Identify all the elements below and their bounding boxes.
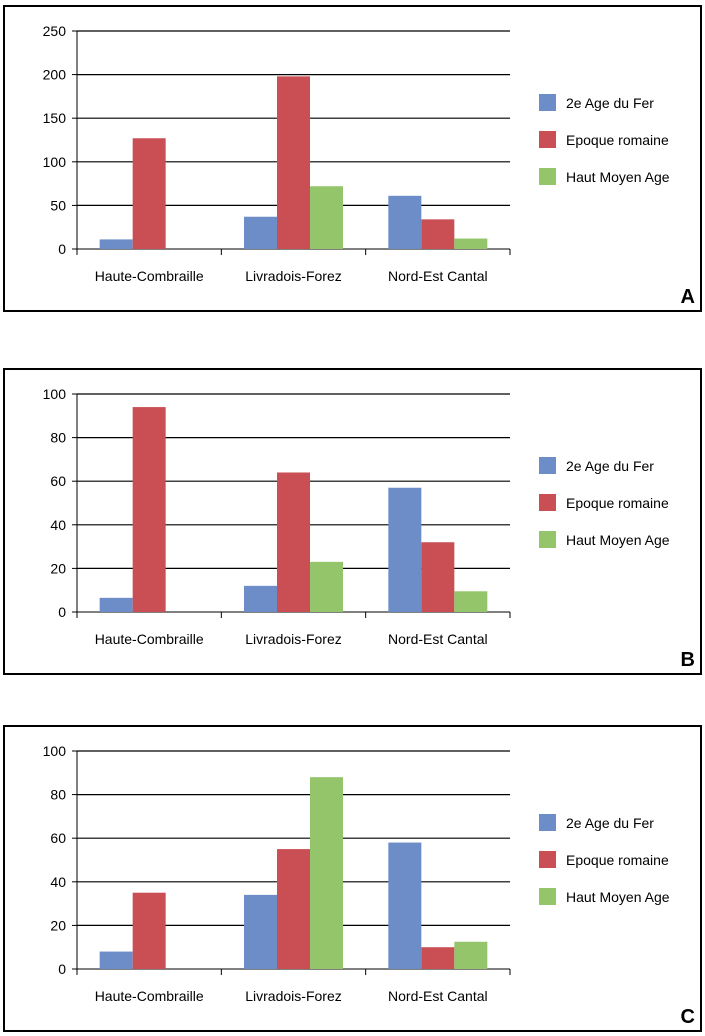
y-tick-label: 250 bbox=[43, 23, 67, 39]
chart-panel-b: 0 20 40 60 80 100 Haute-Combraille Livradois-Fo… bbox=[3, 368, 702, 675]
legend-swatch bbox=[539, 457, 556, 474]
bar bbox=[310, 777, 343, 969]
x-category-label: Livradois-Forez bbox=[245, 268, 341, 284]
legend-label: Epoque romaine bbox=[566, 132, 669, 148]
legend-label: Haut Moyen Age bbox=[566, 532, 670, 548]
y-tick-label: 0 bbox=[58, 604, 66, 620]
bar bbox=[277, 76, 310, 250]
legend-swatch bbox=[539, 168, 556, 185]
legend-label: Haut Moyen Age bbox=[566, 169, 670, 185]
legend-swatch bbox=[539, 814, 556, 831]
y-tick-label: 100 bbox=[43, 743, 67, 759]
x-category-label: Livradois-Forez bbox=[245, 988, 341, 1004]
bar bbox=[99, 951, 133, 969]
y-tick-label: 20 bbox=[50, 560, 66, 576]
chart-svg-c: 0 20 40 60 80 100 Haute-Combraille Livradois-Fo… bbox=[43, 743, 670, 1004]
y-tick-label: 0 bbox=[58, 961, 66, 977]
chart-svg-a: 0 50 100 150 200 250 Haute-Combraille Livradois… bbox=[43, 23, 670, 284]
bar bbox=[421, 542, 455, 612]
panel-label-a: A bbox=[680, 286, 695, 308]
x-category-label: Livradois-Forez bbox=[245, 631, 341, 647]
bar bbox=[421, 947, 455, 969]
bar bbox=[454, 941, 488, 969]
legend-label: 2e Age du Fer bbox=[566, 95, 654, 111]
legend-swatch bbox=[539, 494, 556, 511]
legend-swatch bbox=[539, 131, 556, 148]
chart-panel-c: 0 20 40 60 80 100 Haute-Combraille Livradois-Fo… bbox=[3, 725, 702, 1032]
bar bbox=[244, 894, 277, 969]
bar bbox=[421, 219, 455, 249]
legend-label: Epoque romaine bbox=[566, 495, 669, 511]
panel-label-c: C bbox=[680, 1006, 695, 1028]
bar bbox=[277, 472, 310, 612]
y-tick-label: 200 bbox=[43, 67, 67, 83]
x-category-label: Nord-Est Cantal bbox=[388, 631, 488, 647]
bar bbox=[132, 407, 166, 612]
y-tick-label: 40 bbox=[50, 517, 66, 533]
x-category-label: Haute-Combraille bbox=[95, 631, 204, 647]
y-tick-label: 80 bbox=[50, 430, 66, 446]
bar bbox=[99, 239, 133, 249]
y-tick-label: 80 bbox=[50, 787, 66, 803]
x-category-label: Haute-Combraille bbox=[95, 988, 204, 1004]
chart-panel-a: 0 50 100 150 200 250 Haute-Combraille Livradois… bbox=[3, 5, 702, 312]
legend-swatch bbox=[539, 531, 556, 548]
legend-swatch bbox=[539, 851, 556, 868]
y-tick-label: 50 bbox=[50, 197, 66, 213]
y-tick-label: 20 bbox=[50, 917, 66, 933]
y-tick-label: 40 bbox=[50, 874, 66, 890]
x-category-label: Nord-Est Cantal bbox=[388, 988, 488, 1004]
bar bbox=[244, 585, 277, 612]
bar bbox=[454, 591, 488, 612]
y-tick-label: 100 bbox=[43, 154, 67, 170]
y-tick-label: 0 bbox=[58, 241, 66, 257]
bar bbox=[454, 238, 488, 249]
chart-svg-b: 0 20 40 60 80 100 Haute-Combraille Livradois-Fo… bbox=[43, 386, 670, 647]
bar bbox=[99, 597, 133, 612]
y-tick-label: 100 bbox=[43, 386, 67, 402]
legend-label: 2e Age du Fer bbox=[566, 458, 654, 474]
x-category-label: Nord-Est Cantal bbox=[388, 268, 488, 284]
legend-swatch bbox=[539, 94, 556, 111]
legend-label: Epoque romaine bbox=[566, 852, 669, 868]
bar bbox=[132, 892, 166, 969]
bar bbox=[388, 842, 422, 969]
legend-label: 2e Age du Fer bbox=[566, 815, 654, 831]
bar bbox=[310, 561, 343, 612]
bar bbox=[310, 186, 343, 249]
bar bbox=[132, 138, 166, 249]
legend-label: Haut Moyen Age bbox=[566, 889, 670, 905]
bar bbox=[388, 195, 422, 249]
bar bbox=[388, 487, 422, 612]
y-tick-label: 60 bbox=[50, 473, 66, 489]
bar bbox=[244, 216, 277, 249]
legend-swatch bbox=[539, 888, 556, 905]
x-category-label: Haute-Combraille bbox=[95, 268, 204, 284]
y-tick-label: 60 bbox=[50, 830, 66, 846]
y-tick-label: 150 bbox=[43, 110, 67, 126]
panel-label-b: B bbox=[680, 649, 695, 671]
bar bbox=[277, 849, 310, 969]
